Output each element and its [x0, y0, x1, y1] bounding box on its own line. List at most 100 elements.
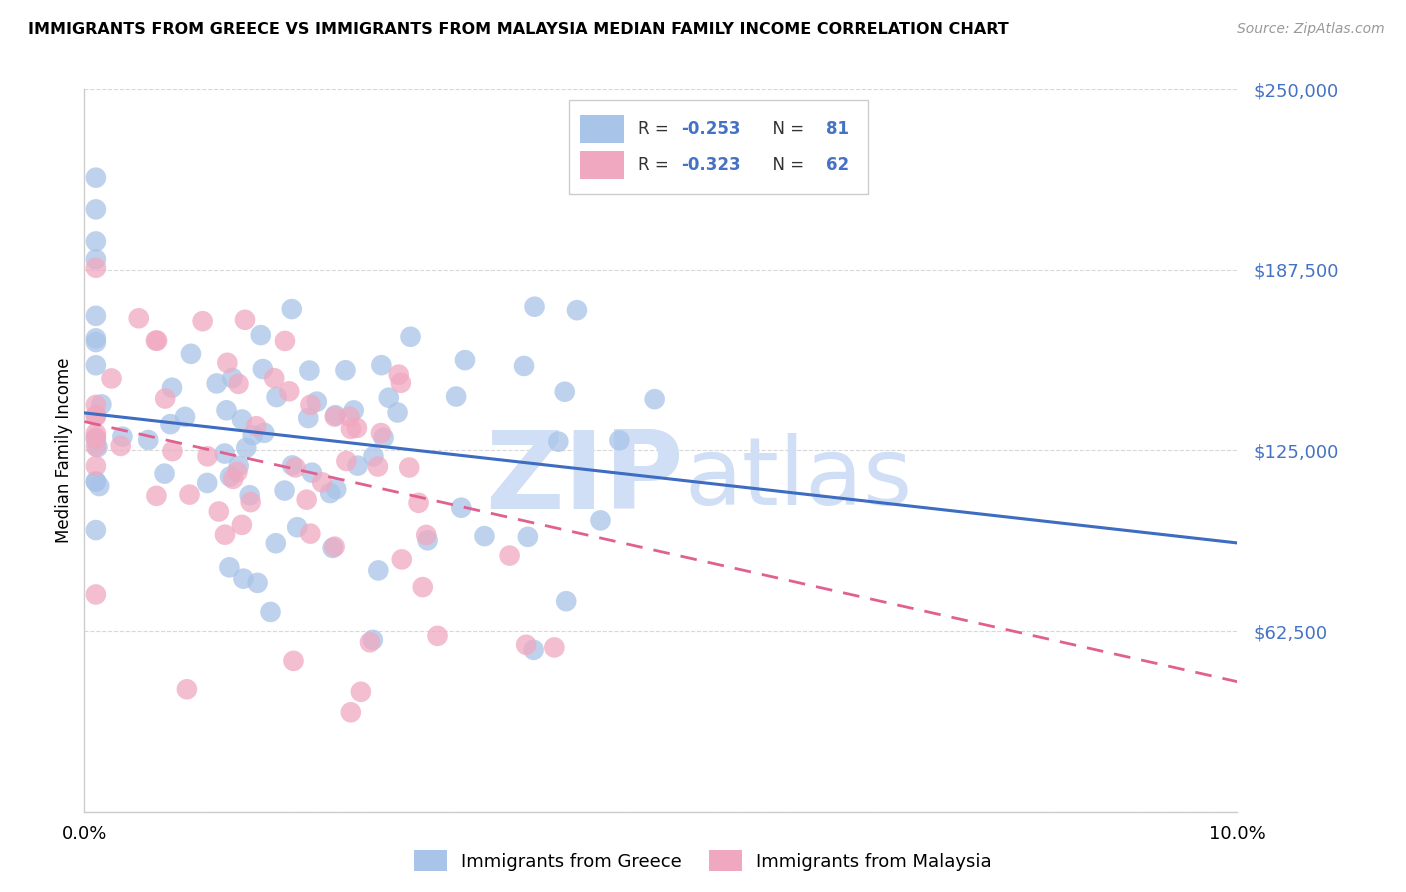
Point: [176, 682, 198, 697]
Point: [84, 170, 107, 185]
Point: [373, 431, 395, 445]
Point: [350, 685, 373, 699]
Point: [388, 368, 411, 382]
Point: [100, 371, 122, 385]
Point: [84, 260, 107, 275]
Point: [90, 397, 112, 411]
Point: [153, 392, 176, 406]
Point: [232, 572, 254, 586]
Point: [84, 432, 107, 446]
Point: [391, 552, 413, 566]
FancyBboxPatch shape: [581, 115, 624, 143]
Point: [299, 526, 322, 541]
Point: [239, 495, 262, 509]
Point: [160, 381, 183, 395]
Point: [226, 465, 249, 479]
Point: [162, 444, 184, 458]
Point: [346, 421, 368, 435]
Point: [197, 450, 219, 464]
Point: [195, 475, 218, 490]
Point: [280, 301, 302, 316]
Point: [298, 363, 321, 377]
Point: [242, 428, 264, 442]
Point: [340, 422, 363, 436]
FancyBboxPatch shape: [568, 100, 869, 194]
Point: [159, 417, 181, 432]
Point: [283, 654, 305, 668]
Text: IMMIGRANTS FROM GREECE VS IMMIGRANTS FROM MALAYSIA MEDIAN FAMILY INCOME CORRELAT: IMMIGRANTS FROM GREECE VS IMMIGRANTS FRO…: [28, 22, 1010, 37]
Point: [84, 359, 107, 373]
Point: [363, 450, 385, 464]
Point: [84, 475, 107, 489]
Point: [444, 390, 467, 404]
Point: [367, 563, 389, 577]
Point: [565, 303, 588, 318]
Point: [239, 488, 262, 502]
Point: [111, 430, 134, 444]
Text: N =: N =: [762, 156, 810, 174]
Point: [86, 440, 108, 454]
Point: [295, 492, 318, 507]
Point: [325, 408, 347, 422]
Point: [412, 580, 434, 594]
Point: [215, 403, 238, 417]
Point: [513, 359, 536, 373]
Point: [84, 523, 107, 537]
Point: [367, 459, 389, 474]
Point: [543, 640, 565, 655]
Point: [146, 334, 169, 348]
Point: [297, 411, 319, 425]
Point: [370, 425, 392, 440]
Point: [145, 334, 167, 348]
Point: [523, 643, 546, 657]
Point: [399, 330, 422, 344]
Point: [84, 235, 107, 249]
Point: [515, 638, 537, 652]
Point: [474, 529, 496, 543]
Point: [214, 527, 236, 541]
Point: [179, 487, 201, 501]
Point: [644, 392, 666, 407]
Point: [84, 334, 107, 349]
Point: [249, 328, 271, 343]
Point: [84, 408, 107, 422]
Point: [222, 472, 245, 486]
Point: [498, 549, 520, 563]
Point: [319, 486, 342, 500]
Point: [84, 252, 107, 267]
Point: [335, 454, 357, 468]
Point: [523, 300, 546, 314]
Point: [84, 309, 107, 323]
Point: [415, 528, 437, 542]
Point: [359, 635, 381, 649]
Text: R =: R =: [638, 120, 673, 138]
Point: [266, 390, 288, 404]
Point: [278, 384, 301, 399]
Point: [218, 560, 240, 574]
Point: [253, 425, 276, 440]
Point: [325, 482, 347, 496]
Point: [378, 391, 401, 405]
Point: [145, 489, 167, 503]
Point: [454, 353, 477, 368]
Point: [84, 459, 107, 474]
Point: [408, 496, 430, 510]
Point: [84, 430, 107, 444]
Point: [228, 458, 250, 473]
Point: [361, 632, 384, 647]
Point: [323, 540, 346, 554]
Point: [323, 409, 346, 424]
Point: [274, 334, 297, 348]
Point: [233, 313, 256, 327]
Point: [299, 398, 322, 412]
Point: [231, 412, 253, 426]
Y-axis label: Median Family Income: Median Family Income: [55, 358, 73, 543]
Point: [450, 500, 472, 515]
Point: [346, 458, 368, 473]
Point: [259, 605, 281, 619]
Point: [339, 409, 361, 424]
Point: [136, 433, 159, 447]
Point: [174, 409, 197, 424]
Point: [343, 403, 366, 417]
Point: [219, 469, 242, 483]
